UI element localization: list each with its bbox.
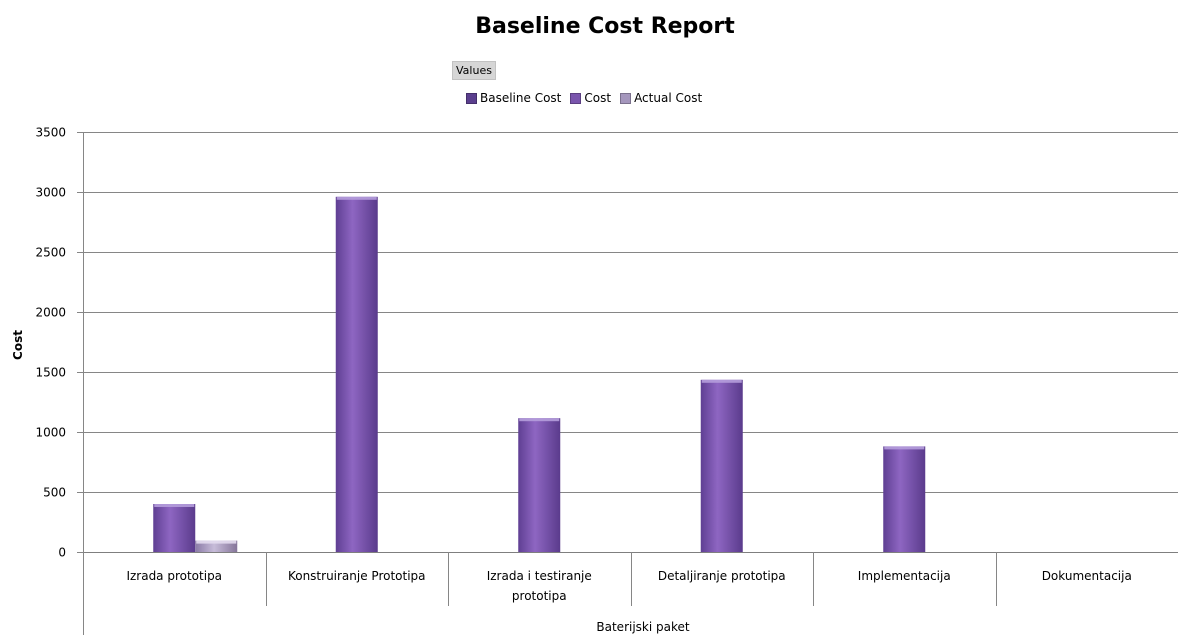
x-tick-label: Izrada i testiranje prototipa xyxy=(487,569,592,603)
legend-swatch-baseline-cost xyxy=(466,92,477,104)
legend-item-actual-cost: Actual Cost xyxy=(620,91,702,105)
legend: Baseline Cost Cost Actual Cost xyxy=(466,90,702,106)
bar-cost xyxy=(883,446,926,552)
y-tick-label: 0 xyxy=(58,546,66,560)
y-tick-label: 2500 xyxy=(35,246,66,260)
y-axis-label: Cost xyxy=(11,330,25,360)
bar-cost xyxy=(153,504,196,552)
y-tick-label: 500 xyxy=(43,486,66,500)
bar-top-highlight xyxy=(519,418,560,422)
x-tick-label: Detaljiranje prototipa xyxy=(658,569,786,583)
x-tick-label: Izrada prototipa xyxy=(126,569,222,583)
bar-cost xyxy=(335,196,378,553)
bar-top-highlight xyxy=(701,379,742,383)
chart-title: Baseline Cost Report xyxy=(475,14,735,39)
bar-top-highlight xyxy=(154,504,195,507)
y-tick-label: 1500 xyxy=(35,366,66,380)
x-tick-label: Dokumentacija xyxy=(1042,569,1132,583)
legend-swatch-cost xyxy=(570,92,582,104)
bar-top-highlight xyxy=(336,196,377,200)
x-axis-label: Baterijski paket xyxy=(596,620,690,634)
y-tick-label: 3000 xyxy=(35,186,66,200)
x-tick-label: Implementacija xyxy=(858,569,951,583)
y-tick-label: 3500 xyxy=(35,126,66,140)
values-field-button[interactable]: Values xyxy=(452,61,496,80)
legend-label-actual-cost: Actual Cost xyxy=(634,91,703,105)
legend-item-baseline-cost: Baseline Cost xyxy=(466,91,561,105)
bar-actual-cost xyxy=(195,540,238,552)
bar-cost xyxy=(518,418,561,552)
y-tick-label: 2000 xyxy=(35,306,66,320)
bar-top-highlight xyxy=(884,446,925,450)
legend-label-baseline-cost: Baseline Cost xyxy=(480,91,562,105)
y-tick-label: 1000 xyxy=(35,426,66,440)
x-tick-label: Konstruiranje Prototipa xyxy=(288,569,426,583)
bar-cost xyxy=(700,379,743,552)
legend-label-cost: Cost xyxy=(584,91,612,105)
legend-item-cost: Cost xyxy=(570,91,611,105)
bar-top-highlight xyxy=(196,540,237,544)
legend-swatch-actual-cost xyxy=(620,92,632,104)
